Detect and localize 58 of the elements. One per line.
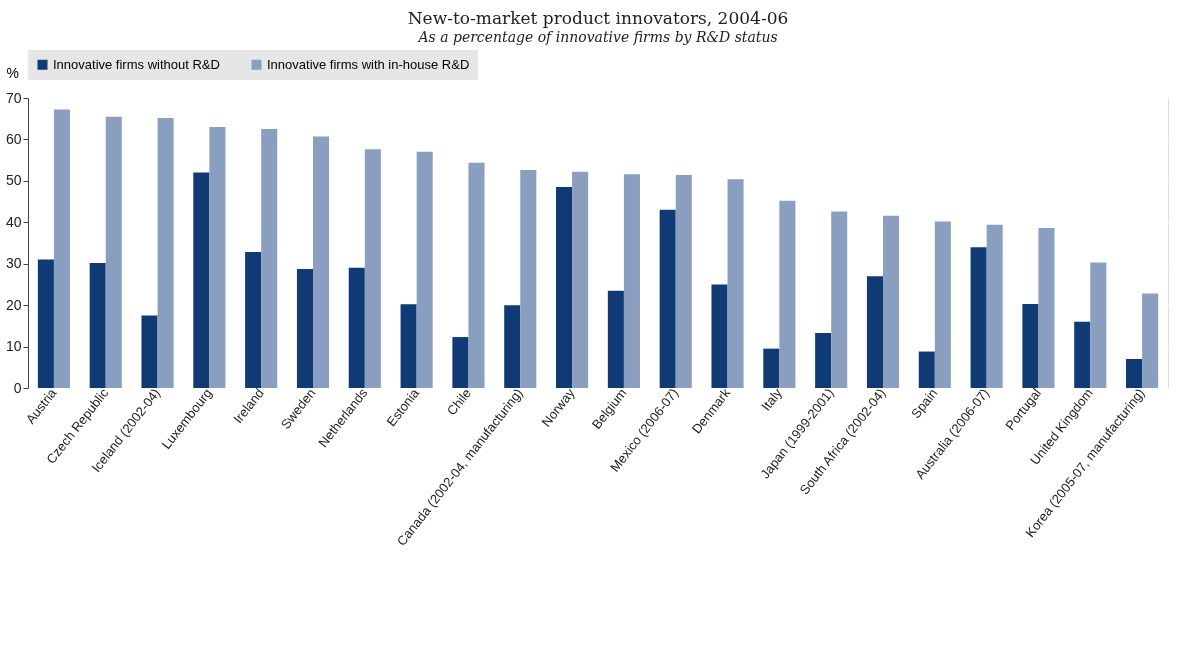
bar bbox=[815, 332, 832, 388]
bar bbox=[934, 221, 951, 388]
legend-label: Innovative firms without R&D bbox=[53, 56, 220, 72]
bar bbox=[348, 267, 365, 388]
bar bbox=[659, 209, 676, 388]
bar bbox=[416, 151, 433, 388]
bar bbox=[1090, 262, 1107, 388]
bar bbox=[572, 171, 589, 388]
y-tick-label: 60 bbox=[5, 130, 22, 147]
bar bbox=[711, 284, 728, 388]
bar bbox=[986, 224, 1003, 388]
bar bbox=[675, 175, 692, 388]
bar bbox=[141, 315, 158, 388]
bar bbox=[556, 187, 573, 388]
bar bbox=[452, 337, 469, 388]
bar bbox=[261, 129, 278, 388]
y-tick-label: 20 bbox=[5, 296, 22, 313]
legend-label: Innovative firms with in-house R&D bbox=[267, 56, 470, 72]
bar bbox=[37, 259, 54, 388]
bar bbox=[779, 200, 796, 388]
y-tick-label: 70 bbox=[5, 89, 22, 106]
bar bbox=[245, 252, 262, 388]
y-tick-label: 30 bbox=[5, 255, 22, 272]
bar bbox=[1038, 228, 1055, 388]
bar bbox=[623, 174, 640, 388]
x-tick-label: Italy bbox=[758, 385, 786, 414]
y-tick-label: 50 bbox=[5, 172, 22, 189]
bar bbox=[468, 162, 485, 388]
bar bbox=[53, 109, 70, 388]
bar bbox=[520, 170, 537, 388]
bar bbox=[1126, 359, 1143, 388]
bar bbox=[1022, 303, 1039, 388]
y-axis-title: % bbox=[6, 64, 19, 81]
bar bbox=[831, 211, 848, 388]
bar bbox=[918, 351, 935, 388]
bar bbox=[970, 247, 987, 388]
bar bbox=[866, 276, 883, 388]
chart-subtitle: As a percentage of innovative firms by R&D status bbox=[416, 29, 778, 45]
bar bbox=[296, 269, 313, 388]
bar bbox=[763, 348, 780, 388]
bar bbox=[313, 136, 330, 388]
bar bbox=[504, 305, 521, 388]
bar bbox=[883, 215, 900, 388]
bar bbox=[400, 304, 417, 388]
bar bbox=[607, 290, 624, 388]
y-tick-label: 10 bbox=[5, 338, 22, 355]
y-tick-label: 40 bbox=[5, 213, 22, 230]
bar bbox=[1142, 293, 1159, 388]
bar bbox=[193, 172, 210, 388]
bar bbox=[727, 179, 744, 388]
bar bbox=[1074, 321, 1091, 388]
bar bbox=[209, 127, 226, 388]
bar bbox=[89, 262, 106, 388]
bar bbox=[157, 117, 174, 388]
bar bbox=[105, 116, 122, 388]
bar bbox=[364, 149, 381, 388]
y-tick-label: 0 bbox=[13, 379, 22, 396]
chart-title: New-to-market product innovators, 2004-06 bbox=[407, 8, 789, 28]
